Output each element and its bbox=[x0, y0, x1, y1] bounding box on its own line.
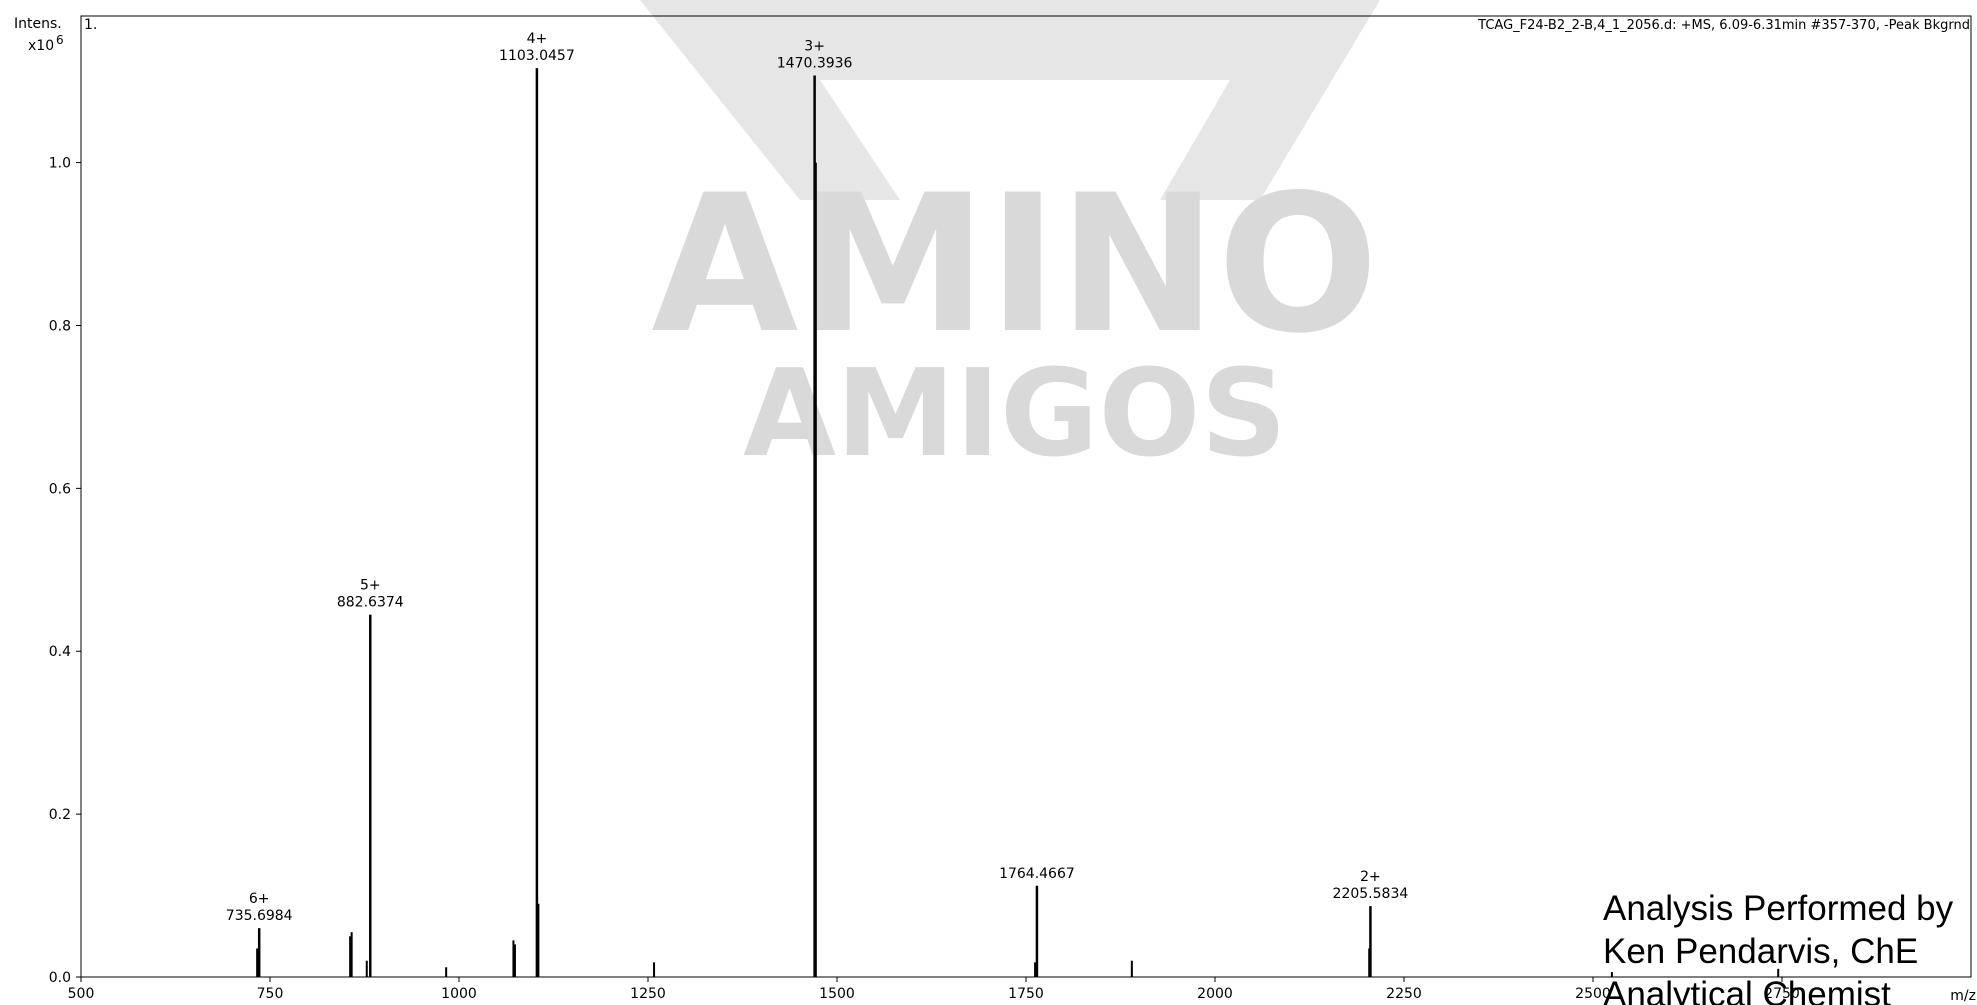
watermark-text: AMINO bbox=[651, 154, 1378, 375]
peak-charge-label: 2+ bbox=[1360, 869, 1381, 885]
peak-charge-label: 4+ bbox=[527, 31, 548, 47]
y-multiplier: x10 bbox=[28, 38, 54, 54]
credit-line: Analytical Chemist bbox=[1603, 975, 1891, 1005]
x-tick-label: 500 bbox=[68, 986, 95, 1002]
y-tick-label: 0.2 bbox=[49, 807, 71, 823]
watermark-shape bbox=[640, 0, 1380, 200]
x-tick-label: 1500 bbox=[819, 986, 855, 1002]
peak-mz-label: 882.6374 bbox=[337, 595, 404, 611]
x-tick-label: 1000 bbox=[441, 986, 477, 1002]
y-tick-label: 0.8 bbox=[49, 318, 71, 334]
watermark-text: AMIGOS bbox=[743, 345, 1287, 484]
y-tick-label: 1.0 bbox=[49, 156, 71, 172]
x-axis-label: m/z bbox=[1950, 988, 1976, 1004]
y-tick-label: 0.0 bbox=[49, 970, 71, 986]
peak-mz-label: 1470.3936 bbox=[777, 55, 853, 71]
peak-mz-label: 735.6984 bbox=[226, 908, 293, 924]
peak-mz-label: 1764.4667 bbox=[999, 866, 1075, 882]
y-exponent: 6 bbox=[56, 33, 64, 47]
x-tick-label: 2500 bbox=[1575, 986, 1611, 1002]
y-tick-label: 0.6 bbox=[49, 481, 71, 497]
credit-line: Ken Pendarvis, ChE bbox=[1603, 932, 1918, 971]
x-tick-label: 2000 bbox=[1197, 986, 1233, 1002]
x-tick-label: 2750 bbox=[1764, 986, 1800, 1002]
peak-charge-label: 3+ bbox=[804, 38, 825, 54]
peak-charge-label: 5+ bbox=[360, 578, 381, 594]
peak-mz-label: 2205.5834 bbox=[1333, 886, 1409, 902]
x-tick-label: 2250 bbox=[1386, 986, 1422, 1002]
spectrum-header: TCAG_F24-B2_2-B,4_1_2056.d: +MS, 6.09-6.… bbox=[1477, 18, 1970, 33]
y-axis-label: Intens. bbox=[14, 16, 62, 32]
credit-line: Analysis Performed by bbox=[1603, 889, 1954, 928]
x-tick-label: 750 bbox=[257, 986, 284, 1002]
peak-mz-label: 1103.0457 bbox=[499, 48, 575, 64]
x-tick-label: 1250 bbox=[630, 986, 666, 1002]
peak-charge-label: 6+ bbox=[249, 891, 270, 907]
y-tick-label: 0.4 bbox=[49, 644, 71, 660]
trace-label: 1. bbox=[84, 17, 97, 33]
x-tick-label: 1750 bbox=[1008, 986, 1044, 1002]
